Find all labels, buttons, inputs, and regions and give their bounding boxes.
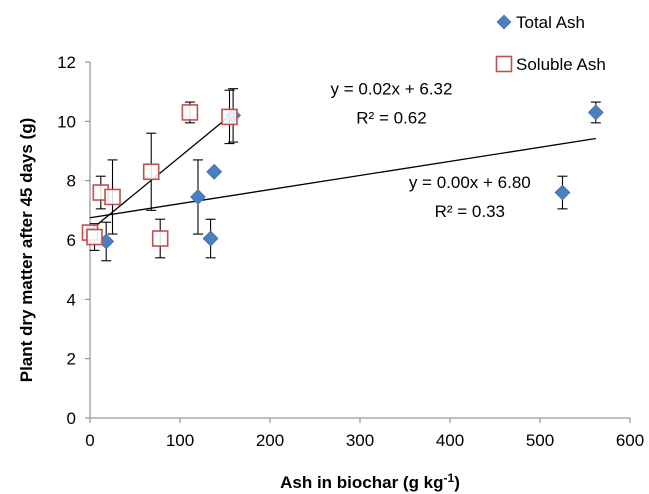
- y-tick-label: 4: [67, 290, 76, 309]
- x-tick-label: 100: [166, 431, 194, 450]
- equation-label: y = 0.00x + 6.80: [409, 173, 531, 192]
- trendline-total-ash: [89, 137, 596, 219]
- y-tick-label: 2: [67, 350, 76, 369]
- y-tick-label: 10: [57, 112, 76, 131]
- soluble-ash-point: [151, 230, 169, 247]
- legend-item-soluble-ash: Soluble Ash: [495, 55, 606, 74]
- total-ash-point: [190, 189, 206, 205]
- y-tick-label: 6: [67, 231, 76, 250]
- soluble-ash-point: [221, 108, 238, 126]
- soluble-ash-point: [86, 228, 103, 246]
- r-squared-label: R² = 0.33: [435, 202, 505, 221]
- y-tick-label: 8: [67, 172, 76, 191]
- total-ash-point: [554, 184, 571, 201]
- axes: 0 2 4 6 8 10 12 0 100 200 300 400 500 600: [57, 53, 644, 450]
- trendlines: [89, 111, 596, 232]
- soluble-ash-point: [104, 188, 121, 206]
- total-ash-point: [206, 163, 223, 180]
- soluble-ash-point: [142, 163, 160, 181]
- equation-label: y = 0.02x + 6.32: [331, 80, 453, 99]
- total-ash-point: [587, 104, 604, 121]
- soluble-ash-point: [181, 104, 199, 121]
- y-axis-title: Plant dry matter after 45 days (g): [17, 118, 36, 383]
- trendline-soluble-ash: [89, 111, 235, 232]
- legend: Total Ash Soluble Ash: [495, 13, 606, 74]
- x-tick-label: 0: [85, 431, 94, 450]
- legend-label: Total Ash: [516, 13, 585, 32]
- r-squared-label: R² = 0.62: [356, 109, 426, 128]
- legend-label: Soluble Ash: [516, 55, 606, 74]
- x-tick-label: 200: [256, 431, 284, 450]
- x-tick-label: 600: [616, 431, 644, 450]
- y-tick-label: 0: [67, 409, 76, 428]
- y-tick-label: 12: [57, 53, 76, 72]
- x-tick-label: 500: [526, 431, 554, 450]
- legend-diamond-marker: [496, 14, 512, 30]
- legend-item-total-ash: Total Ash: [496, 13, 585, 32]
- total-ash-point: [202, 230, 219, 247]
- annotations: y = 0.02x + 6.32 R² = 0.62 y = 0.00x + 6.8…: [331, 80, 531, 221]
- x-tick-label: 300: [346, 431, 374, 450]
- legend-square-marker: [495, 55, 513, 73]
- x-tick-label: 400: [436, 431, 464, 450]
- data-markers: [81, 104, 604, 250]
- x-axis-title: Ash in biochar (g kg-1): [280, 471, 460, 492]
